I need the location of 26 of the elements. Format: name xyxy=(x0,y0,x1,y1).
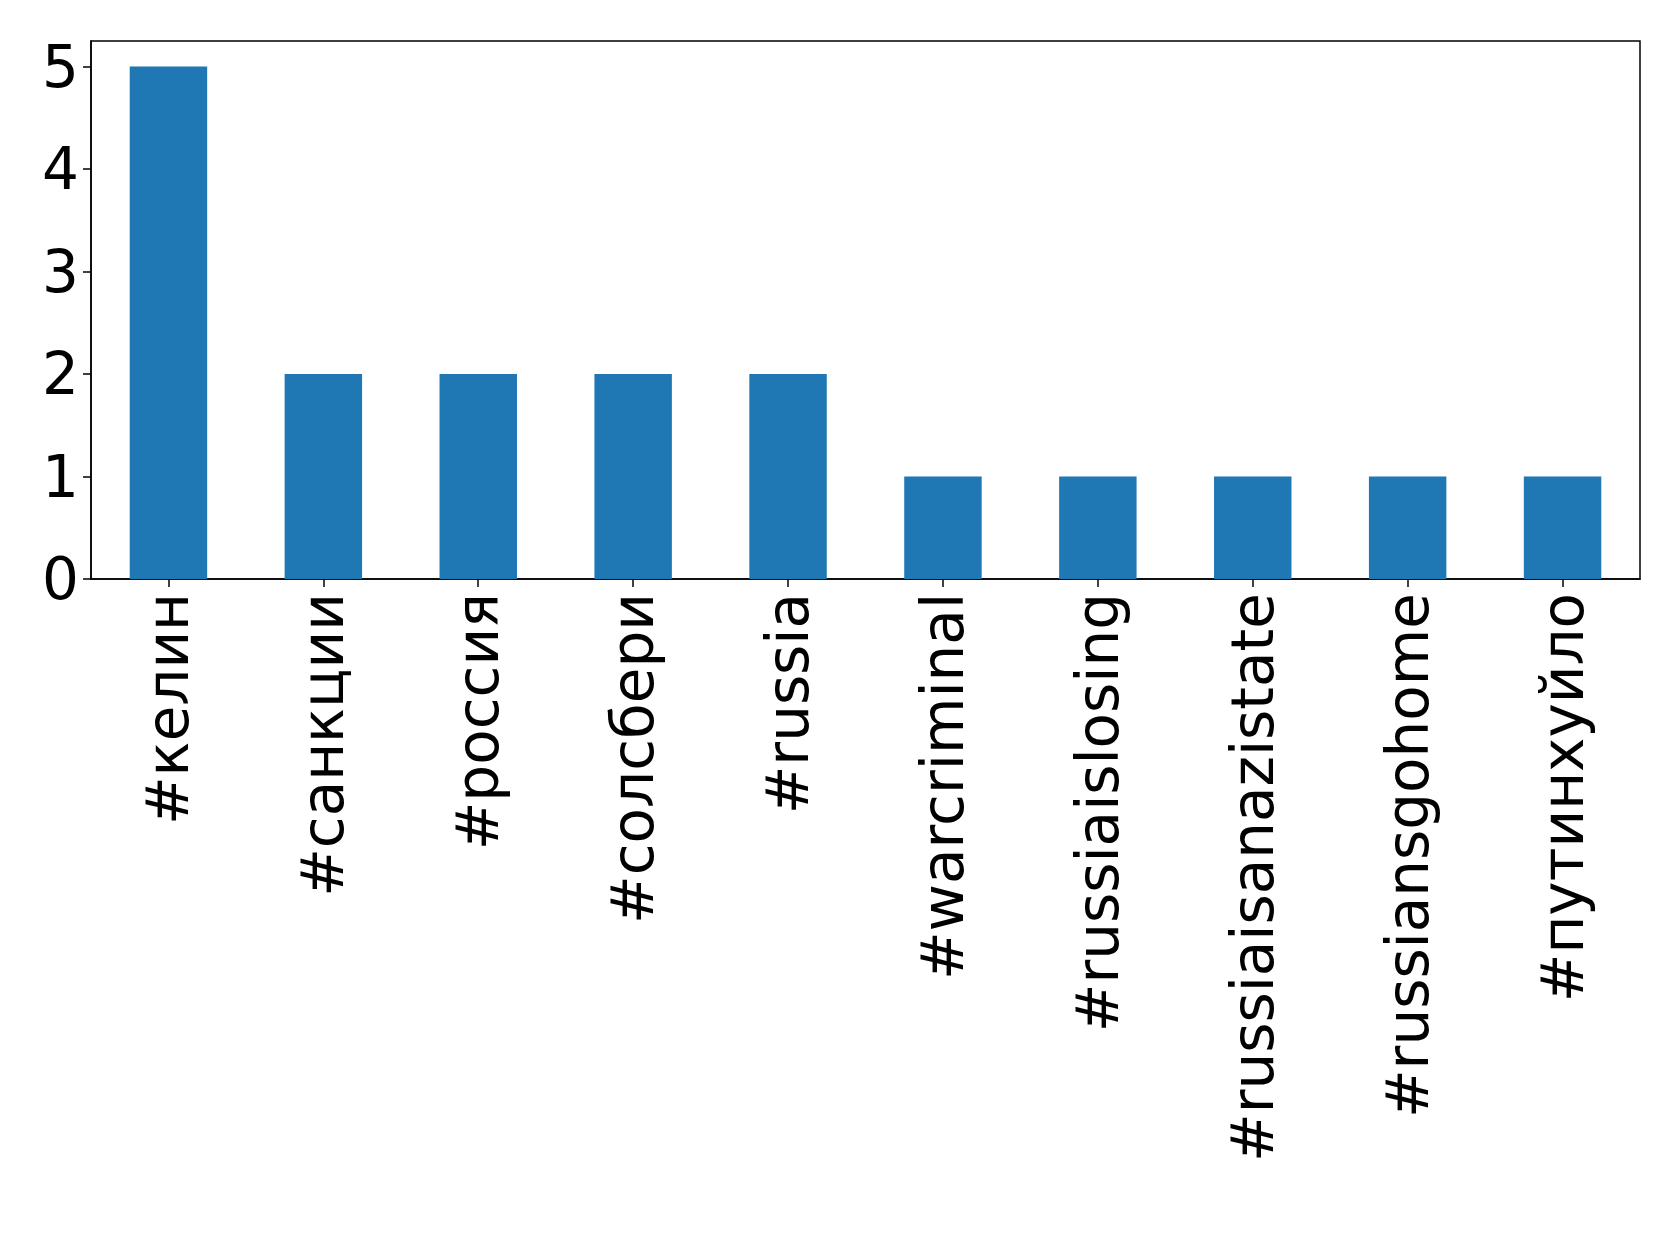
x-tick-label: #russiansgohome xyxy=(1373,593,1442,1119)
x-tick-label: #warcriminal xyxy=(908,593,977,981)
x-tick-label: #russia xyxy=(754,593,823,815)
y-tick-label: 3 xyxy=(42,237,79,306)
x-tick-label: #путинхуйло xyxy=(1528,593,1597,1003)
bar xyxy=(1214,476,1292,579)
y-tick-label: 2 xyxy=(42,340,79,409)
bar xyxy=(594,374,672,579)
y-tick-label: 4 xyxy=(42,135,79,204)
x-tick-label: #келин xyxy=(134,593,203,825)
y-tick-label: 5 xyxy=(42,32,79,101)
bar xyxy=(749,374,827,579)
bar xyxy=(1368,476,1447,579)
x-tick-label: #россия xyxy=(444,593,513,851)
bar xyxy=(1059,476,1137,579)
bar xyxy=(904,476,982,579)
y-tick-label: 0 xyxy=(42,545,79,613)
bar xyxy=(1523,476,1602,579)
bar xyxy=(439,374,517,579)
x-tick-label: #russiaislosing xyxy=(1063,593,1132,1033)
x-tick-label: #russiaisanazistate xyxy=(1218,593,1287,1162)
y-tick-label: 1 xyxy=(42,442,79,511)
x-tick-label: #санкции xyxy=(289,593,358,897)
x-tick-label: #солсбери xyxy=(599,593,668,924)
bar xyxy=(284,374,363,579)
bar xyxy=(129,66,208,579)
